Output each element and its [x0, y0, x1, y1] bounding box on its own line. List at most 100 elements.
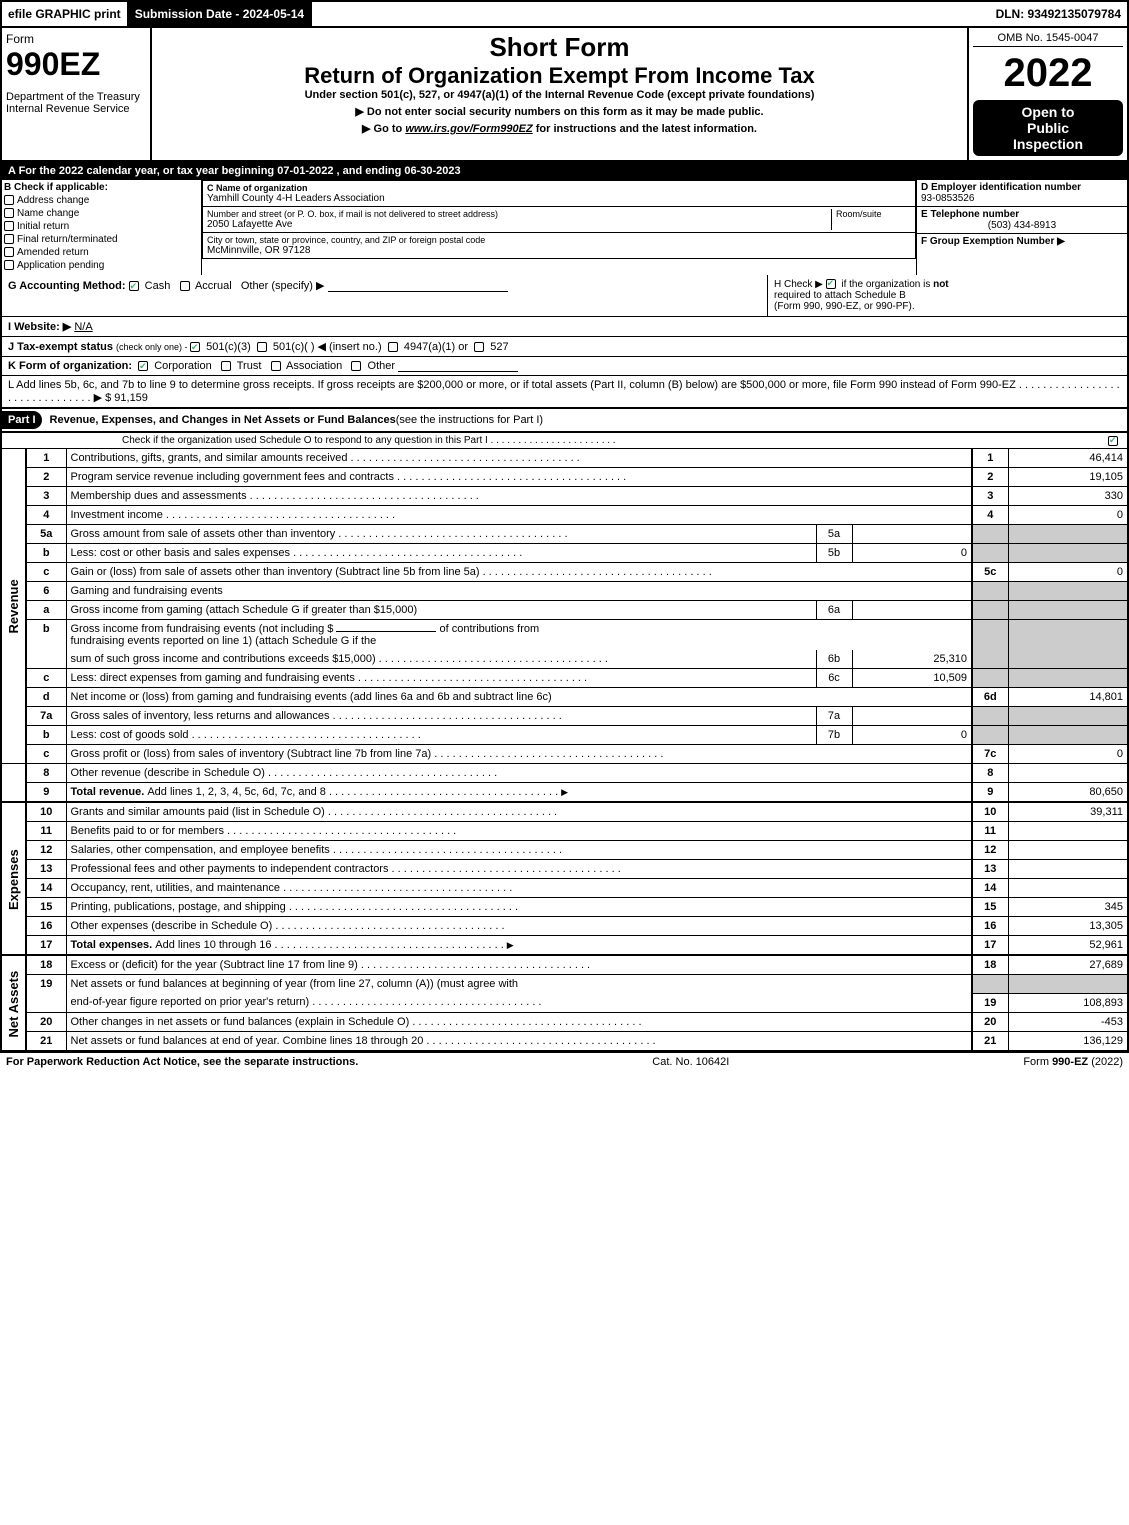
line-5a-desc: Gross amount from sale of assets other t…	[71, 528, 336, 540]
checkbox-name-change[interactable]	[4, 208, 14, 218]
h-line-3: (Form 990, 990-EZ, or 990-PF).	[774, 301, 915, 312]
h-line-2: required to attach Schedule B	[774, 290, 906, 301]
part-1-subtitle: (see the instructions for Part I)	[396, 414, 543, 426]
label-amended-return: Amended return	[17, 247, 89, 258]
line-21-num: 21	[26, 1031, 66, 1051]
accounting-method-label: G Accounting Method:	[8, 280, 126, 292]
line-6b-desc-2: fundraising events reported on line 1) (…	[71, 635, 377, 647]
line-6b-val-shaded	[1008, 620, 1128, 669]
line-17-num: 17	[26, 936, 66, 956]
label-name-change: Name change	[17, 208, 79, 219]
schedule-o-text: Check if the organization used Schedule …	[122, 435, 1102, 446]
line-7a-desc: Gross sales of inventory, less returns a…	[71, 710, 330, 722]
checkbox-527[interactable]	[474, 342, 484, 352]
line-9-desc-bold: Total revenue.	[71, 786, 148, 798]
checkbox-address-change[interactable]	[4, 195, 14, 205]
line-5a-val-shaded	[1008, 525, 1128, 544]
checkbox-schedule-o[interactable]	[1108, 436, 1118, 446]
checkbox-amended-return[interactable]	[4, 247, 14, 257]
line-6a-val-shaded	[1008, 601, 1128, 620]
form-header: Form 990EZ Department of the Treasury In…	[0, 28, 1129, 162]
ein-value: 93-0853526	[921, 193, 1123, 204]
checkbox-cash[interactable]	[129, 281, 139, 291]
top-bar: efile GRAPHIC print Submission Date - 20…	[0, 0, 1129, 28]
line-5b-subnum: 5b	[816, 544, 852, 563]
tax-year-begin: 07-01-2022	[277, 165, 333, 177]
checkbox-trust[interactable]	[221, 361, 231, 371]
checkbox-501c3[interactable]	[190, 342, 200, 352]
line-5c-val: 0	[1008, 563, 1128, 582]
org-city-value: McMinnville, OR 97128	[207, 245, 911, 256]
section-b-checkboxes: B Check if applicable: Address change Na…	[2, 180, 202, 275]
line-21-desc: Net assets or fund balances at end of ye…	[71, 1035, 424, 1047]
checkbox-corporation[interactable]	[138, 361, 148, 371]
line-6-ref-shaded	[972, 582, 1008, 601]
org-name-value: Yamhill County 4-H Leaders Association	[207, 193, 911, 204]
checkbox-501c-other[interactable]	[257, 342, 267, 352]
line-8-ref: 8	[972, 764, 1008, 783]
line-19-val: 108,893	[1008, 993, 1128, 1012]
label-final-return: Final return/terminated	[17, 234, 118, 245]
gross-receipts-value: 91,159	[111, 392, 148, 404]
line-9-val: 80,650	[1008, 783, 1128, 803]
efile-print-label[interactable]: efile GRAPHIC print	[2, 2, 129, 26]
row-i-website: I Website: ▶ N/A	[0, 317, 1129, 337]
line-14-desc: Occupancy, rent, utilities, and maintena…	[71, 882, 281, 894]
tax-exempt-label: J Tax-exempt status	[8, 341, 116, 353]
line-7b-subval: 0	[852, 726, 972, 745]
checkbox-final-return[interactable]	[4, 234, 14, 244]
website-label: I Website: ▶	[8, 321, 71, 333]
dept-treasury: Department of the Treasury	[6, 91, 146, 103]
irs-link[interactable]: www.irs.gov/Form990EZ	[405, 123, 532, 135]
line-9-num: 9	[26, 783, 66, 803]
checkbox-schedule-b-not-required[interactable]	[826, 279, 836, 289]
short-form-title: Short Form	[156, 32, 963, 63]
dept-irs: Internal Revenue Service	[6, 103, 146, 115]
line-9-ref: 9	[972, 783, 1008, 803]
checkbox-4947a1[interactable]	[388, 342, 398, 352]
line-19-ref: 19	[972, 993, 1008, 1012]
sub-title: Under section 501(c), 527, or 4947(a)(1)…	[156, 89, 963, 101]
line-14-val	[1008, 879, 1128, 898]
group-exemption-label: F Group Exemption Number ▶	[921, 236, 1123, 247]
tax-exempt-small: (check only one) -	[116, 342, 190, 352]
h-post: if the organization is	[839, 279, 934, 290]
line-17-desc-2: Add lines 10 through 16	[155, 939, 271, 951]
line-2-desc: Program service revenue including govern…	[71, 471, 394, 483]
line-7c-desc: Gross profit or (loss) from sales of inv…	[71, 748, 432, 760]
line-10-ref: 10	[972, 803, 1008, 822]
checkbox-other-org[interactable]	[351, 361, 361, 371]
line-3-val: 330	[1008, 487, 1128, 506]
line-18-num: 18	[26, 956, 66, 975]
checkbox-application-pending[interactable]	[4, 260, 14, 270]
line-12-ref: 12	[972, 841, 1008, 860]
omb-number: OMB No. 1545-0047	[973, 32, 1123, 47]
label-other-method: Other (specify) ▶	[241, 280, 325, 292]
org-name-label: C Name of organization	[207, 183, 911, 193]
open-to-public-badge: Open to Public Inspection	[973, 100, 1123, 156]
other-method-blank[interactable]	[328, 280, 508, 292]
line-21-ref: 21	[972, 1031, 1008, 1051]
checkbox-accrual[interactable]	[180, 281, 190, 291]
checkbox-association[interactable]	[271, 361, 281, 371]
line-7b-subnum: 7b	[816, 726, 852, 745]
line-6-desc: Gaming and fundraising events	[66, 582, 972, 601]
other-org-blank[interactable]	[398, 360, 518, 372]
revenue-side-label: Revenue	[1, 449, 26, 764]
line-6b-desc-3: sum of such gross income and contributio…	[71, 653, 376, 665]
line-3-ref: 3	[972, 487, 1008, 506]
line-6d-num: d	[26, 688, 66, 707]
website-value: N/A	[74, 321, 92, 333]
line-7a-ref-shaded	[972, 707, 1008, 726]
line-20-ref: 20	[972, 1012, 1008, 1031]
line-6c-subval: 10,509	[852, 669, 972, 688]
open-line-1: Open to	[977, 104, 1119, 120]
line-5b-ref-shaded	[972, 544, 1008, 563]
ein-label: D Employer identification number	[921, 182, 1123, 193]
line-5a-ref-shaded	[972, 525, 1008, 544]
form-org-label: K Form of organization:	[8, 360, 132, 372]
line-11-num: 11	[26, 822, 66, 841]
checkbox-initial-return[interactable]	[4, 221, 14, 231]
line-6b-blank[interactable]	[336, 631, 436, 632]
label-association: Association	[286, 360, 342, 372]
